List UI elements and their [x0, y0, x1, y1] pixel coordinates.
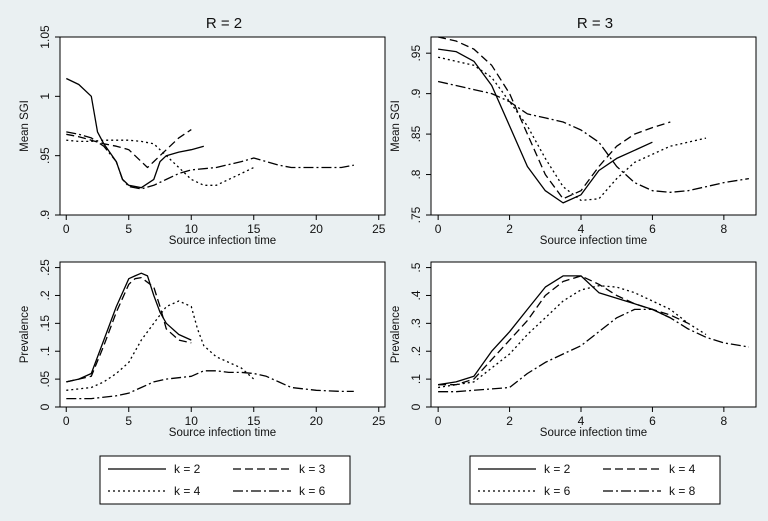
y-axis-label: Mean SGI	[390, 100, 402, 152]
y-tick-label: .05	[38, 370, 52, 387]
x-axis-label: Source infection time	[169, 427, 276, 439]
x-tick-label: 6	[649, 222, 656, 236]
x-tick-label: 25	[372, 222, 386, 236]
series-line-k-2	[66, 272, 192, 383]
x-tick-label: 0	[63, 414, 70, 428]
x-tick-label: 10	[185, 222, 199, 236]
x-tick-label: 20	[310, 222, 324, 236]
legend-box	[99, 455, 351, 505]
y-tick-label: .15	[38, 315, 52, 332]
x-tick-label: 5	[125, 222, 132, 236]
plot-area	[59, 261, 386, 408]
series-line-k-4	[66, 139, 255, 186]
x-tick-label: 25	[372, 414, 386, 428]
legend-label: k = 4	[174, 484, 201, 498]
x-tick-label: 0	[435, 222, 442, 236]
y-tick-label: 1.05	[38, 25, 52, 49]
x-tick-label: 8	[721, 414, 728, 428]
series-line-k-3	[66, 129, 192, 169]
x-tick-label: 5	[125, 414, 132, 428]
y-axis-label: Prevalence	[19, 306, 31, 364]
legend-label: k = 8	[669, 484, 696, 498]
y-tick-label: .85	[409, 125, 423, 142]
y-tick-label: .95	[38, 147, 52, 164]
series-line-k-6	[66, 370, 354, 400]
legend-label: k = 2	[544, 462, 571, 476]
plot-area	[59, 36, 386, 216]
y-tick-label: .9	[409, 88, 423, 98]
x-tick-label: 15	[247, 414, 261, 428]
y-tick-label: .9	[38, 210, 52, 220]
x-tick-label: 0	[63, 222, 70, 236]
series-line-k-2	[66, 77, 204, 189]
x-tick-label: 15	[247, 222, 261, 236]
y-tick-label: .75	[409, 206, 423, 223]
legend-r3: k = 2 k = 4 k = 6 k = 8	[469, 455, 721, 505]
y-tick-label: .8	[409, 169, 423, 179]
panel-title-r3: R = 3	[577, 15, 613, 32]
y-tick-label: 1	[38, 93, 52, 100]
series-line-k-8	[438, 308, 750, 393]
x-axis-label: Source infection time	[540, 427, 647, 439]
legend-box	[469, 455, 721, 505]
x-tick-label: 2	[506, 414, 513, 428]
y-tick-label: 0	[409, 403, 423, 410]
plot-area	[430, 36, 757, 216]
panel-r3-sgi: R = 3 0 2 4 6 8 .75 .8 .85 .9 .95 Source infection…	[390, 15, 757, 247]
x-tick-label: 8	[721, 222, 728, 236]
legend-label: k = 6	[299, 484, 326, 498]
y-tick-label: .5	[409, 262, 423, 272]
panel-r2-sgi: R = 2 0 5 10 15 20 25 .9 .95 1 1.05 Source infecti…	[19, 15, 386, 247]
x-tick-label: 2	[506, 222, 513, 236]
series-line-k-4	[438, 275, 689, 386]
panel-r2-prevalence: 0 5 10 15 20 25 0 .05 .1 .15 .2 .25 Source infection…	[19, 259, 386, 439]
panel-title-r2: R = 2	[206, 15, 242, 32]
series-line-k-6	[66, 131, 354, 190]
series-line-k-6	[437, 56, 707, 202]
legend-r2: k = 2 k = 3 k = 4 k = 6	[99, 455, 351, 505]
y-tick-label: .2	[38, 290, 52, 300]
plot-area	[430, 261, 757, 408]
y-tick-label: .2	[409, 346, 423, 356]
x-tick-label: 6	[649, 414, 656, 428]
y-axis-label: Mean SGI	[19, 100, 31, 152]
x-tick-label: 20	[310, 414, 324, 428]
y-tick-label: .1	[38, 346, 52, 356]
y-tick-label: .3	[409, 318, 423, 328]
x-axis-label: Source infection time	[169, 235, 276, 247]
y-tick-label: .25	[38, 259, 52, 276]
x-tick-label: 4	[578, 414, 585, 428]
y-tick-label: 0	[38, 403, 52, 410]
y-tick-label: .4	[409, 290, 423, 300]
series-line-k-8	[437, 80, 750, 193]
x-axis-label: Source infection time	[540, 235, 647, 247]
y-tick-label: .95	[409, 45, 423, 62]
y-axis-label: Prevalence	[390, 306, 402, 364]
x-tick-label: 4	[578, 222, 585, 236]
x-tick-label: 0	[435, 414, 442, 428]
legend-label: k = 6	[544, 484, 571, 498]
y-tick-label: .1	[409, 374, 423, 384]
series-line-k-2	[438, 48, 653, 204]
x-tick-label: 10	[185, 414, 199, 428]
legend-label: k = 3	[299, 462, 326, 476]
legend-label: k = 2	[174, 462, 201, 476]
legend-label: k = 4	[669, 462, 696, 476]
series-line-k-3	[66, 276, 192, 383]
series-line-k-4	[437, 36, 671, 200]
panel-r3-prevalence: 0 2 4 6 8 0 .1 .2 .3 .4 .5 Source infection time Pre…	[390, 261, 757, 439]
